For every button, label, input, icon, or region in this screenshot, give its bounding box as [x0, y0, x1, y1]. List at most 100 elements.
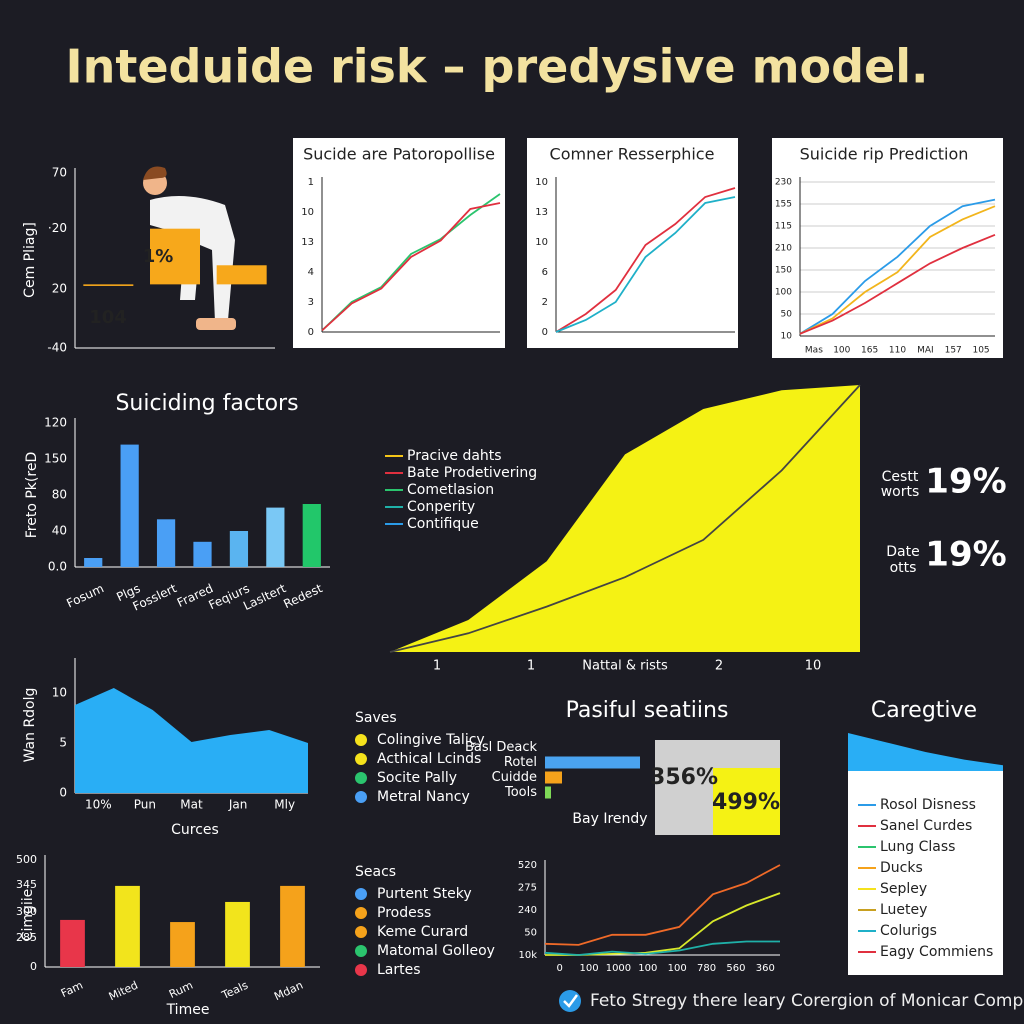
x-axis-label: Timee: [166, 1002, 210, 1018]
legend-label: Metral Nancy: [377, 789, 470, 805]
line: [321, 202, 501, 332]
y-tick-label: 285: [16, 931, 37, 944]
x-tick-label: 1: [527, 659, 535, 674]
legend-swatch: [355, 926, 367, 938]
y-tick-label: 10k: [518, 950, 537, 961]
panel: [527, 138, 738, 348]
x-tick-label: 1000: [606, 963, 631, 974]
legend-label: Lartes: [377, 962, 421, 978]
y-tick-label: 240: [518, 905, 537, 916]
y-tick-label: Basl Deack: [465, 740, 538, 755]
chart-title: Suiciding factors: [115, 391, 298, 416]
bar: [84, 558, 103, 567]
line: [799, 233, 996, 335]
x-tick-label: 110: [889, 346, 906, 356]
y-axis-label: Freto Pk(reD: [24, 452, 40, 538]
legend-swatch: [355, 888, 367, 900]
x-tick-label: 100: [638, 963, 657, 974]
legend-label: Rosol Disness: [880, 797, 976, 813]
y-tick-label: 40: [52, 524, 67, 538]
x-tick-label: 1: [433, 659, 441, 674]
x-tick-label: Mat: [180, 798, 203, 812]
legend-swatch: [355, 964, 367, 976]
bar: [120, 444, 139, 567]
legend-label: Matomal Golleoy: [377, 943, 495, 959]
x-tick-label: MAI: [917, 346, 934, 356]
area: [848, 733, 1003, 771]
y-tick-label: 100: [775, 288, 792, 298]
legend-label: Eagy Commiens: [880, 944, 993, 960]
x-axis-label: Curces: [171, 822, 219, 838]
annotation: Cestt: [882, 469, 919, 485]
bar: [83, 284, 134, 286]
y-tick-label: 500: [16, 853, 37, 866]
x-tick-label: 10: [805, 659, 822, 674]
x-tick-label: 100: [668, 963, 687, 974]
y-axis-label: Cimgiie: [20, 889, 36, 942]
y-tick-label: 275: [518, 883, 537, 894]
y-tick-label: 210: [775, 244, 792, 254]
chart-title: Caregtive: [871, 698, 977, 723]
legend-swatch: [355, 791, 367, 803]
y-tick-label: 0: [59, 786, 67, 800]
x-tick-label: 157: [945, 346, 962, 356]
line: [555, 196, 736, 333]
y-tick-label: Cuidde: [492, 770, 537, 785]
bar: [229, 531, 249, 567]
legend-label: Ducks: [880, 860, 923, 876]
x-tick-label: 360: [756, 963, 775, 974]
annotation: 19%: [925, 535, 1006, 575]
x-tick-label: 100: [833, 346, 850, 356]
y-tick-label: 4: [308, 267, 314, 278]
footer-note: Feto Stregy there leary Corergion of Mon…: [590, 991, 1024, 1011]
chart-title: Suicide rip Prediction: [800, 145, 969, 164]
y-tick-label: 150: [775, 266, 792, 276]
y-tick-label: 5: [59, 736, 67, 750]
legend-swatch: [355, 945, 367, 957]
y-tick-label: 50: [781, 310, 793, 320]
x-tick-label: Mas: [805, 346, 823, 356]
y-axis-label: Cem Pliag]: [22, 222, 38, 298]
legend-label: Socite Pally: [377, 770, 457, 786]
legend-label: Acthical Lcinds: [377, 751, 481, 767]
legend-label: Sepley: [880, 881, 927, 897]
y-tick-label: 0: [30, 960, 37, 973]
x-tick-label: Mly: [274, 798, 295, 812]
y-tick-label: 155: [775, 200, 792, 210]
annotation: 104: [89, 307, 127, 328]
legend-label: Conperity: [407, 499, 475, 515]
x-tick-label: 165: [861, 346, 878, 356]
bar: [545, 771, 562, 784]
chart-title: Sucide are Patoropollise: [303, 145, 495, 164]
legend-swatch: [355, 772, 367, 784]
y-tick-label: 520: [518, 860, 537, 871]
person-hair: [143, 166, 167, 180]
line: [544, 864, 781, 946]
y-tick-label: 115: [775, 222, 792, 232]
y-tick-label: 2: [542, 297, 548, 308]
line: [389, 384, 861, 653]
annotation: worts: [881, 484, 920, 500]
chart-title: Comner Resserphice: [550, 145, 715, 164]
y-tick-label: 70: [52, 166, 67, 180]
bar: [150, 228, 200, 285]
y-tick-label: 10: [535, 177, 548, 188]
legend-label: Luetey: [880, 902, 927, 918]
area: [75, 688, 308, 793]
bar: [280, 885, 305, 967]
check-icon: [559, 990, 581, 1012]
bar: [266, 507, 285, 567]
legend-title: Saves: [355, 710, 397, 726]
y-tick-label: 80: [52, 488, 67, 502]
y-tick-label: 0.0: [48, 560, 67, 574]
y-tick-label: 20: [52, 282, 67, 296]
person-feet: [196, 318, 236, 330]
x-tick-label: 105: [972, 346, 989, 356]
legend-label: Purtent Steky: [377, 886, 472, 902]
line: [799, 198, 996, 335]
annotation: Date: [886, 544, 919, 560]
y-tick-label: 3: [308, 297, 314, 308]
legend-label: Lung Class: [880, 839, 955, 855]
bar: [545, 756, 640, 769]
